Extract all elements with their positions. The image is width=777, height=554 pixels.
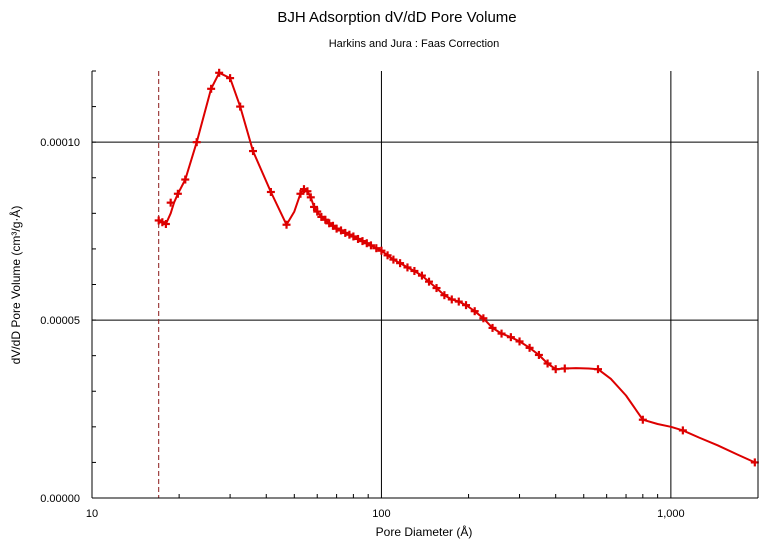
data-point-marker — [389, 255, 398, 264]
data-point-marker — [310, 202, 319, 211]
data-point-marker — [383, 251, 392, 260]
data-point-marker — [161, 220, 170, 229]
data-point-marker — [447, 295, 456, 304]
data-point-marker — [678, 426, 687, 435]
data-point-marker — [377, 246, 386, 255]
data-point-marker — [497, 329, 506, 338]
data-point-marker — [349, 232, 358, 241]
data-point-marker — [470, 307, 479, 316]
data-point-marker — [560, 364, 569, 373]
data-point-marker — [358, 237, 367, 246]
series-markers — [154, 68, 759, 467]
tick-labels: 10 100 1,000 0.00000 0.00005 0.00010 — [40, 137, 684, 520]
axes — [91, 70, 759, 499]
data-point-marker — [515, 337, 524, 346]
data-point-marker — [313, 207, 322, 216]
data-point-marker — [440, 291, 449, 300]
data-point-marker — [462, 301, 471, 310]
data-point-marker — [750, 458, 759, 467]
data-point-marker — [303, 187, 312, 196]
data-point-marker — [366, 241, 375, 250]
data-point-marker — [543, 359, 552, 368]
y-tick-label: 0.00000 — [40, 493, 80, 505]
data-point-marker — [362, 239, 371, 248]
data-point-marker — [525, 343, 534, 352]
data-point-marker — [226, 74, 235, 83]
data-point-marker — [506, 333, 515, 342]
data-point-marker — [332, 224, 341, 233]
y-axis-title: dV/dD Pore Volume (cm³/g·Å) — [8, 206, 23, 365]
series-line-group — [158, 71, 756, 464]
data-point-marker — [488, 323, 497, 332]
data-point-marker — [215, 68, 224, 77]
data-point-marker — [249, 147, 258, 156]
data-point-marker — [425, 277, 434, 286]
series-line — [158, 71, 756, 464]
x-tick-label: 10 — [86, 508, 98, 520]
x-axis-title: Pore Diameter (Å) — [376, 524, 473, 539]
data-point-marker — [403, 263, 412, 272]
chart-title: BJH Adsorption dV/dD Pore Volume — [277, 9, 516, 26]
x-tick-label: 100 — [372, 508, 390, 520]
data-point-marker — [454, 297, 463, 306]
y-tick-label: 0.00010 — [40, 137, 80, 149]
data-point-marker — [396, 259, 405, 268]
data-point-marker — [638, 415, 647, 424]
data-point-marker — [479, 314, 488, 323]
data-point-marker — [410, 266, 419, 275]
data-point-marker — [207, 84, 216, 93]
data-point-marker — [166, 198, 175, 207]
y-tick-label: 0.00005 — [40, 315, 80, 327]
data-point-marker — [337, 226, 346, 235]
data-point-marker — [551, 365, 560, 374]
grid-lines — [92, 71, 758, 498]
data-point-marker — [296, 189, 305, 198]
data-point-marker — [236, 102, 245, 111]
data-point-marker — [354, 234, 363, 243]
data-point-marker — [372, 244, 381, 253]
data-point-marker — [417, 271, 426, 280]
data-point-marker — [534, 350, 543, 359]
data-point-marker — [266, 187, 275, 196]
data-point-marker — [593, 365, 602, 374]
data-point-marker — [306, 193, 315, 202]
data-point-marker — [282, 220, 291, 229]
data-point-marker — [173, 189, 182, 198]
chart-subtitle: Harkins and Jura : Faas Correction — [329, 38, 500, 50]
data-point-marker — [432, 284, 441, 293]
data-point-marker — [181, 175, 190, 184]
x-tick-label: 1,000 — [657, 508, 685, 520]
data-point-marker — [192, 138, 201, 147]
data-point-marker — [341, 228, 350, 237]
